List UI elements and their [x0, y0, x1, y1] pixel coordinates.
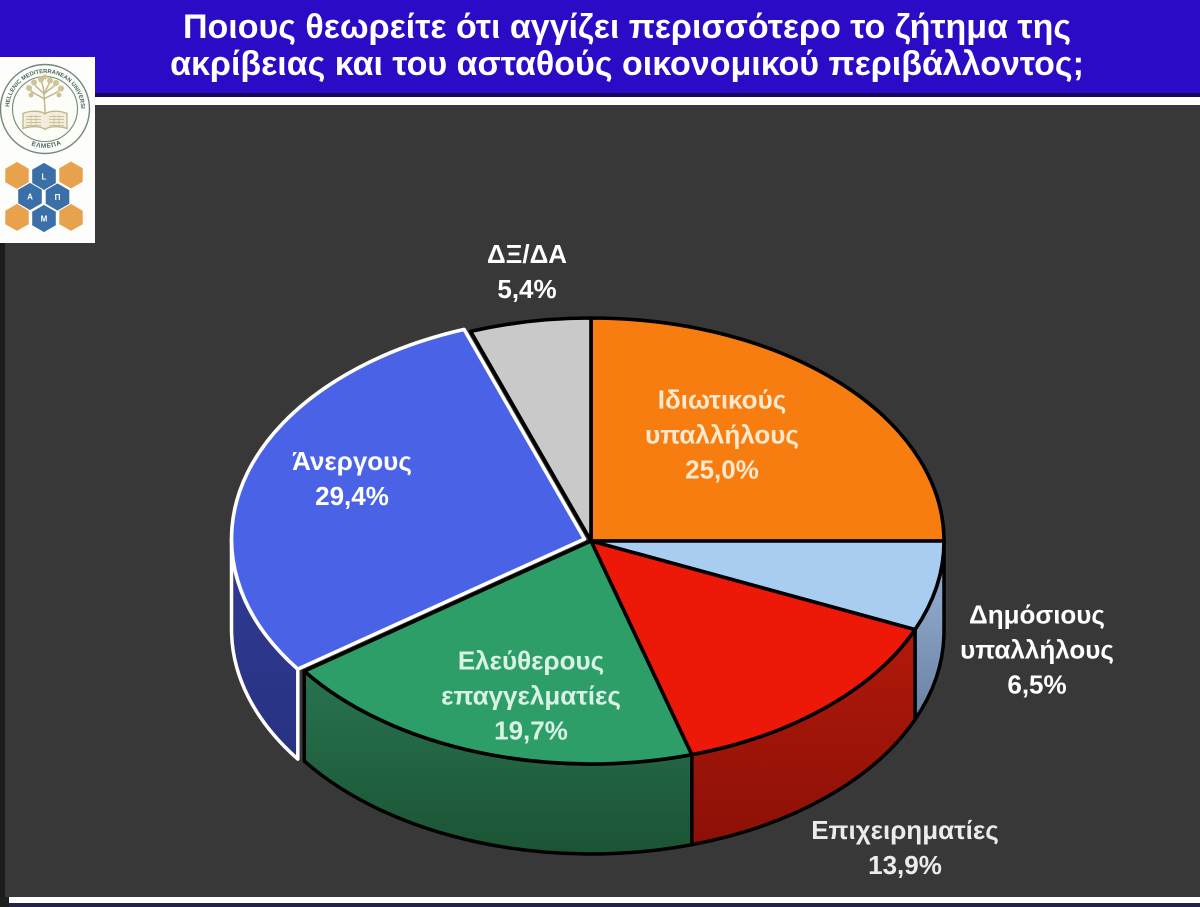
svg-text:L: L — [42, 173, 47, 182]
svg-text:Π: Π — [55, 193, 61, 202]
svg-text:A: A — [27, 193, 33, 202]
svg-text:ΕΛΜΕΠΑ: ΕΛΜΕΠΑ — [31, 139, 63, 150]
svg-text:M: M — [41, 215, 48, 224]
